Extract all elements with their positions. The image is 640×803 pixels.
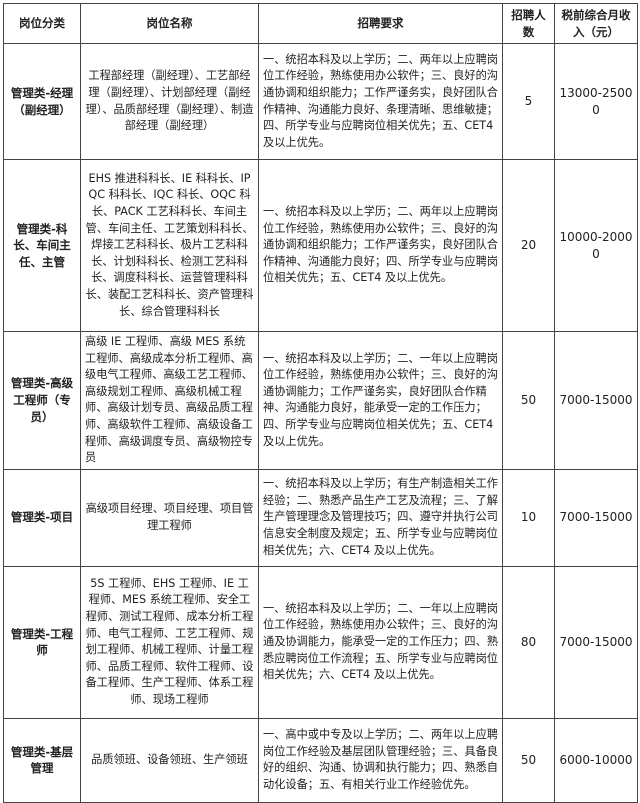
salary-cell: 10000-20000 <box>554 159 638 332</box>
category-cell: 管理类-科长、车间主任、主管 <box>3 159 81 332</box>
recruitment-table: 岗位分类 岗位名称 招聘要求 招聘人数 税前综合月收入（元） 管理类-经理（副经… <box>3 3 638 803</box>
header-requirements: 招聘要求 <box>258 3 503 44</box>
requirements-cell: 一、统招本科及以上学历；二、两年以上应聘岗位工作经验，熟练使用办公软件；三、良好… <box>258 159 503 332</box>
headcount-cell: 80 <box>502 565 555 719</box>
header-headcount: 招聘人数 <box>502 3 555 44</box>
header-category: 岗位分类 <box>3 3 81 44</box>
requirements-cell: 一、统招本科及以上学历；有生产制造相关工作经验；二、熟悉产品生产工艺及流程；三、… <box>258 468 503 567</box>
headcount-cell: 50 <box>502 331 555 470</box>
salary-cell: 6000-10000 <box>554 717 638 803</box>
salary-cell: 7000-15000 <box>554 468 638 567</box>
positions-cell: 高级项目经理、项目经理、项目管理工程师 <box>80 468 259 567</box>
table-row: 管理类-经理（副经理） 工程部经理（副经理）、工艺部经理（副经理）、计划部经理（… <box>3 43 638 160</box>
requirements-cell: 一、统招本科及以上学历；二、一年以上应聘岗位工作经验，熟练使用办公软件；三、良好… <box>258 331 503 470</box>
salary-cell: 13000-25000 <box>554 43 638 160</box>
requirements-cell: 一、高中或中专及以上学历；二、两年以上应聘岗位工作经验及基层团队管理经验；三、具… <box>258 717 503 803</box>
requirements-cell: 一、统招本科及以上学历；二、一年以上应聘岗位工作经验，熟练使用办公软件；三、良好… <box>258 565 503 719</box>
category-cell: 管理类-基层管理 <box>3 717 81 803</box>
positions-cell: EHS 推进科科长、IE 科科长、IPQC 科科长、IQC 科长、OQC 科长、… <box>80 159 259 332</box>
category-cell: 管理类-高级工程师（专员） <box>3 331 81 470</box>
headcount-cell: 5 <box>502 43 555 160</box>
header-salary: 税前综合月收入（元） <box>554 3 638 44</box>
header-position: 岗位名称 <box>80 3 259 44</box>
category-cell: 管理类-工程师 <box>3 565 81 719</box>
headcount-cell: 50 <box>502 717 555 803</box>
headcount-cell: 20 <box>502 159 555 332</box>
salary-cell: 7000-15000 <box>554 331 638 470</box>
category-cell: 管理类-项目 <box>3 468 81 567</box>
requirements-cell: 一、统招本科及以上学历；二、两年以上应聘岗位工作经验，熟练使用办公软件；三、良好… <box>258 43 503 160</box>
positions-cell: 高级 IE 工程师、高级 MES 系统工程师、高级成本分析工程师、高级电气工程师… <box>80 331 259 470</box>
positions-cell: 5S 工程师、EHS 工程师、IE 工程师、MES 系统工程师、安全工程师、测试… <box>80 565 259 719</box>
salary-cell: 7000-15000 <box>554 565 638 719</box>
headcount-cell: 10 <box>502 468 555 567</box>
positions-cell: 工程部经理（副经理）、工艺部经理（副经理）、计划部经理（副经理）、品质部经理（副… <box>80 43 259 160</box>
table-row: 管理类-工程师 5S 工程师、EHS 工程师、IE 工程师、MES 系统工程师、… <box>3 565 638 719</box>
table-row: 管理类-项目 高级项目经理、项目经理、项目管理工程师 一、统招本科及以上学历；有… <box>3 468 638 567</box>
category-cell: 管理类-经理（副经理） <box>3 43 81 160</box>
table-row: 管理类-基层管理 品质领班、设备领班、生产领班 一、高中或中专及以上学历；二、两… <box>3 717 638 803</box>
table-row: 管理类-科长、车间主任、主管 EHS 推进科科长、IE 科科长、IPQC 科科长… <box>3 159 638 332</box>
table-row: 管理类-高级工程师（专员） 高级 IE 工程师、高级 MES 系统工程师、高级成… <box>3 331 638 470</box>
positions-cell: 品质领班、设备领班、生产领班 <box>80 717 259 803</box>
header-row: 岗位分类 岗位名称 招聘要求 招聘人数 税前综合月收入（元） <box>3 3 638 44</box>
